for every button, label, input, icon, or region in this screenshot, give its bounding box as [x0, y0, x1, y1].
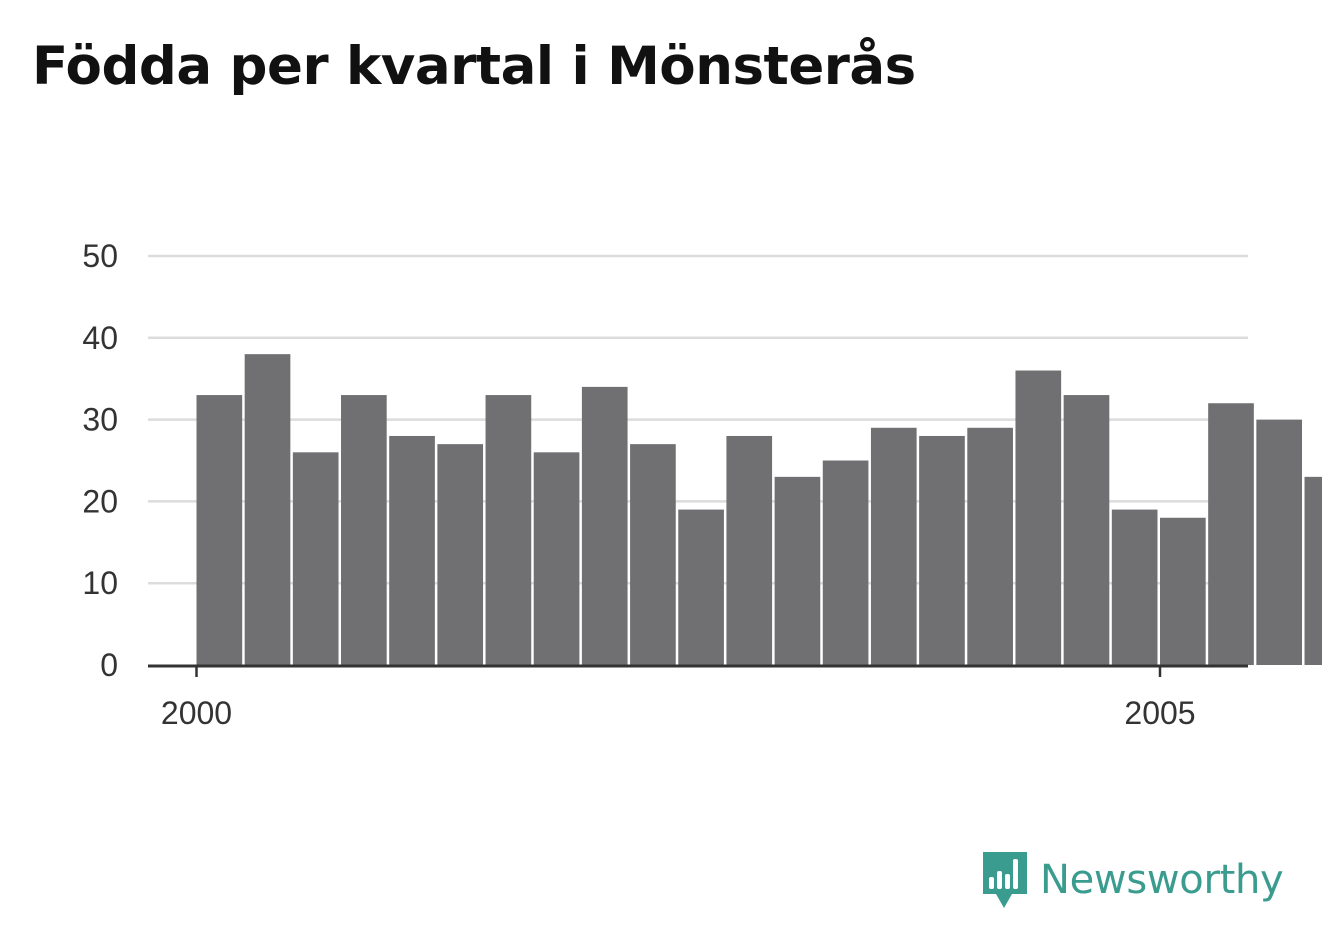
bar	[967, 427, 1013, 665]
bar	[341, 395, 387, 665]
axes: 01020304050200020052010201520202025	[82, 238, 1248, 731]
bar	[533, 452, 580, 665]
bar	[244, 354, 291, 665]
bar	[485, 395, 532, 665]
bar	[774, 476, 821, 665]
y-tick-label: 50	[82, 238, 118, 274]
bar	[822, 460, 869, 665]
bars	[196, 354, 1322, 665]
chart-title: Födda per kvartal i Mönsterås	[32, 36, 916, 97]
bar	[870, 427, 917, 665]
bar	[1111, 509, 1158, 665]
y-tick-label: 0	[100, 647, 118, 683]
bar	[1208, 403, 1254, 665]
bar	[1160, 517, 1206, 665]
bar	[1015, 370, 1062, 665]
y-tick-label: 10	[82, 565, 118, 601]
newsworthy-logo-icon	[983, 852, 1027, 908]
bar	[581, 386, 628, 665]
y-tick-label: 30	[82, 402, 118, 438]
x-tick-label: 2000	[161, 695, 232, 731]
bar	[437, 444, 484, 665]
y-tick-label: 40	[82, 320, 118, 356]
bar	[726, 435, 773, 665]
bar	[1063, 395, 1110, 665]
newsworthy-logo-text: Newsworthy	[1040, 857, 1284, 903]
y-tick-label: 20	[82, 483, 118, 519]
bar	[1304, 476, 1322, 665]
bar	[630, 444, 676, 665]
bar	[292, 452, 339, 665]
bar	[678, 509, 724, 665]
bar	[919, 435, 965, 665]
bar	[389, 435, 435, 665]
bar	[1256, 419, 1303, 665]
bar	[196, 395, 243, 665]
newsworthy-logo: Newsworthy	[980, 850, 1284, 910]
x-tick-label: 2005	[1124, 695, 1195, 731]
